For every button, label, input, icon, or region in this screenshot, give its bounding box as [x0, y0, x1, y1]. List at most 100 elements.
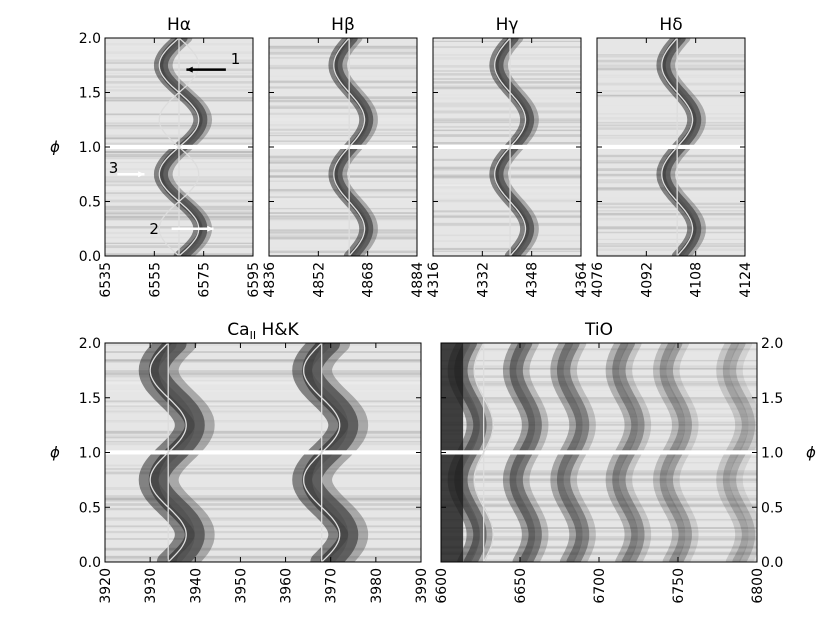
y-tick-label: 1.0 [761, 446, 783, 462]
noise-streak [433, 65, 581, 68]
panel-2: Hγ 4316 4332 4348 4364 [426, 15, 590, 298]
phase-gap [441, 450, 757, 455]
noise-streak [597, 117, 745, 120]
noise-streak [269, 112, 417, 115]
x-tick-label: 6800 [750, 568, 766, 604]
noise-streak [105, 525, 421, 528]
noise-streak [105, 555, 421, 559]
noise-streak [105, 495, 421, 498]
noise-streak [105, 381, 421, 385]
panel-4: CaII H&K 3920 3930 3940 3950 3960 3970 3980 3990… [50, 320, 430, 604]
noise-streak [597, 231, 745, 234]
noise-streak [105, 440, 421, 443]
noise-streak [269, 99, 417, 102]
noise-streak [105, 498, 421, 502]
noise-streak [441, 438, 757, 441]
y-tick-label: 0.0 [79, 555, 101, 571]
annotation-label: 2 [149, 220, 159, 238]
noise-streak [269, 206, 417, 209]
noise-streak [597, 226, 745, 230]
noise-streak [597, 63, 745, 66]
x-tick-label: 3990 [414, 568, 430, 604]
y-tick-label: 1.0 [79, 446, 101, 462]
x-tick-label: 6535 [98, 262, 114, 298]
x-tick-label: 3980 [369, 568, 385, 604]
noise-streak [105, 548, 421, 551]
noise-streak [597, 254, 745, 256]
x-tick-label: 6750 [671, 568, 687, 604]
noise-streak [105, 461, 421, 463]
y-tick-label: 1.0 [79, 140, 101, 156]
noise-streak [597, 245, 745, 248]
x-tick-label: 4884 [410, 262, 426, 298]
y-tick-label: 1.5 [79, 86, 101, 102]
noise-streak [441, 478, 757, 482]
noise-streak [105, 349, 421, 353]
y-axis-label: ϕ [806, 444, 816, 462]
x-tick-label: 6650 [513, 568, 529, 604]
x-tick-label: 3950 [233, 568, 249, 604]
y-tick-label: 0.5 [79, 500, 101, 516]
noise-streak [441, 510, 757, 514]
noise-streak [433, 142, 581, 144]
noise-streak [269, 140, 417, 142]
noise-streak [441, 416, 757, 420]
panel-title: CaII H&K [227, 320, 299, 342]
y-tick-label: 0.5 [79, 195, 101, 211]
heatmap-body [269, 38, 417, 256]
noise-streak [441, 348, 757, 350]
noise-streak [597, 68, 745, 71]
noise-streak [597, 96, 745, 98]
noise-streak [433, 54, 581, 56]
noise-streak [597, 141, 745, 143]
noise-streak [441, 527, 757, 530]
phase-gap [105, 450, 421, 455]
noise-streak [597, 65, 745, 69]
noise-streak [597, 127, 745, 130]
x-tick-label: 4316 [426, 262, 442, 298]
noise-streak [105, 500, 421, 502]
noise-streak [269, 143, 417, 146]
noise-streak [441, 381, 757, 384]
noise-streak [105, 465, 421, 468]
x-tick-label: 6555 [147, 262, 163, 298]
noise-streak [433, 216, 581, 219]
x-tick-label: 6600 [434, 568, 450, 604]
noise-streak [105, 434, 421, 438]
noise-streak [433, 125, 581, 128]
noise-streak [597, 243, 745, 245]
x-tick-label: 3930 [143, 568, 159, 604]
noise-streak [269, 207, 417, 210]
heatmap-body [105, 38, 253, 256]
noise-streak [441, 537, 757, 540]
noise-streak [105, 380, 421, 382]
x-tick-label: 6700 [592, 568, 608, 604]
noise-streak [441, 398, 757, 401]
noise-streak [269, 96, 417, 100]
noise-streak [269, 134, 417, 137]
noise-streak [597, 202, 745, 206]
noise-streak [441, 441, 757, 443]
x-tick-label: 3960 [279, 568, 295, 604]
noise-streak [441, 424, 757, 426]
noise-streak [597, 113, 745, 115]
noise-streak [441, 449, 757, 451]
noise-streak [433, 135, 581, 137]
noise-streak [433, 175, 581, 179]
noise-streak [441, 375, 757, 378]
noise-streak [269, 124, 417, 127]
noise-streak [441, 429, 757, 432]
noise-streak [105, 558, 421, 561]
noise-streak [105, 470, 421, 473]
noise-streak [105, 472, 421, 475]
noise-streak [597, 212, 745, 216]
noise-streak [441, 407, 757, 410]
x-tick-label: 3940 [188, 568, 204, 604]
noise-streak [269, 67, 417, 70]
x-tick-label: 4332 [475, 262, 491, 298]
noise-streak [441, 519, 757, 523]
noise-streak [597, 176, 745, 179]
noise-streak [597, 210, 745, 212]
noise-streak [433, 118, 581, 122]
noise-streak [269, 64, 417, 67]
